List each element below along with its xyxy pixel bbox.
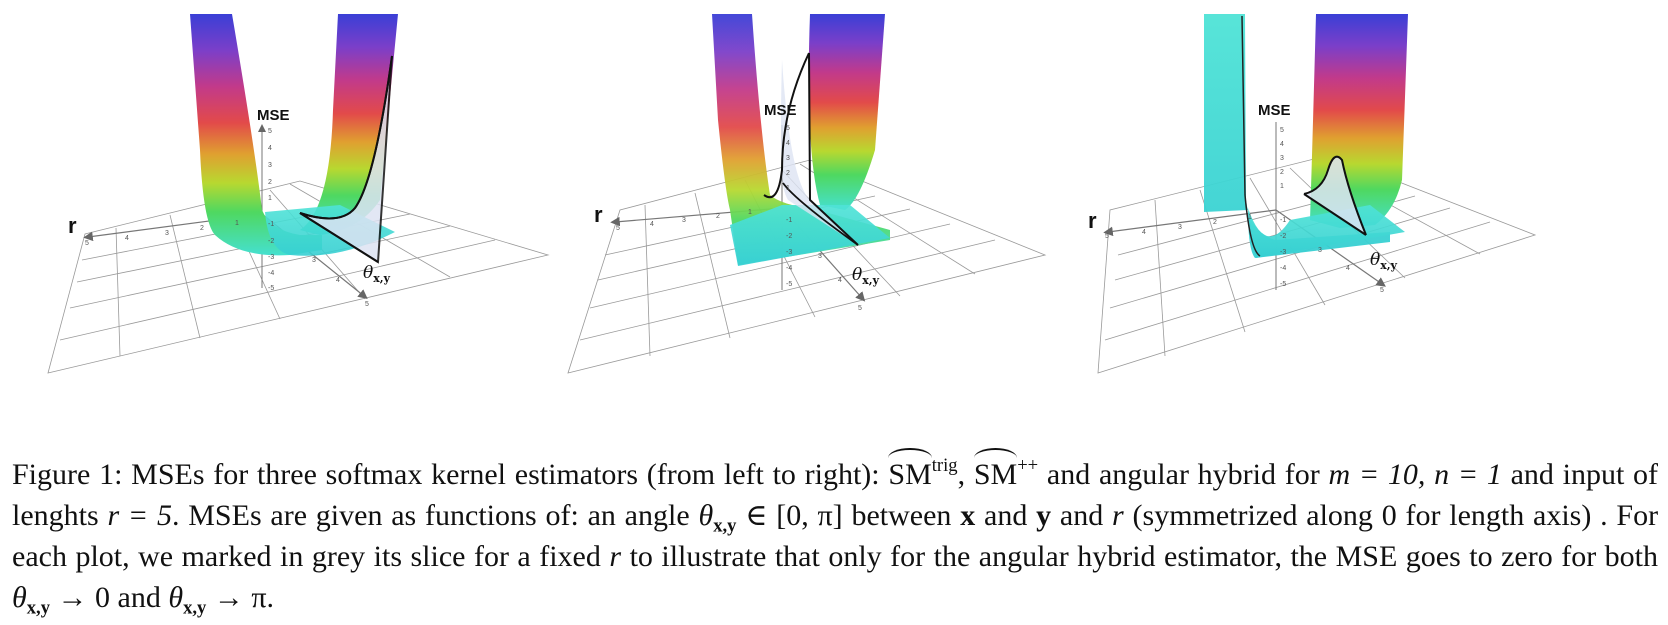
svg-text:3: 3 <box>1178 224 1182 231</box>
svg-text:3: 3 <box>165 230 169 237</box>
svg-text:-2: -2 <box>1280 233 1286 240</box>
svg-text:-1: -1 <box>1280 217 1286 224</box>
mse-axis-label: MSE <box>1258 102 1291 119</box>
svg-text:-4: -4 <box>268 270 274 277</box>
theta-ticks: 3 4 5 <box>1318 247 1384 294</box>
svg-text:1: 1 <box>748 209 752 216</box>
svg-text:4: 4 <box>125 235 129 242</box>
mse-surface-left <box>712 14 890 265</box>
svg-text:-2: -2 <box>268 238 274 245</box>
sm-hat: SM <box>888 448 933 495</box>
plot-angular-hybrid: MSE r θx,y 5 4 3 2 1 -1 -2 -3 -4 -5 5 4 … <box>1050 0 1606 420</box>
svg-text:5: 5 <box>365 301 369 308</box>
svg-text:5: 5 <box>1105 233 1109 240</box>
svg-text:1: 1 <box>268 195 272 202</box>
svg-text:3: 3 <box>682 217 686 224</box>
mse-axis-label: MSE <box>257 107 290 124</box>
svg-text:5: 5 <box>616 225 620 232</box>
svg-text:2: 2 <box>268 179 272 186</box>
svg-text:3: 3 <box>1318 247 1322 254</box>
svg-text:4: 4 <box>268 145 272 152</box>
grid-plane <box>567 159 1047 374</box>
svg-text:5: 5 <box>1380 287 1384 294</box>
svg-text:1: 1 <box>235 220 239 227</box>
svg-text:-4: -4 <box>786 265 792 272</box>
svg-text:4: 4 <box>1280 141 1284 148</box>
svg-text:4: 4 <box>1142 229 1146 236</box>
svg-text:1: 1 <box>786 185 790 192</box>
svg-text:-5: -5 <box>786 281 792 288</box>
plot-sm-plusplus: MSE r θx,y 5 4 3 2 1 -1 -2 -3 -4 -5 5 4 … <box>520 0 1076 420</box>
svg-text:-3: -3 <box>268 254 274 261</box>
grey-slice <box>1303 155 1367 236</box>
r-axis-label: r <box>1088 208 1097 233</box>
svg-text:2: 2 <box>1280 169 1284 176</box>
sm-hat-2: SM <box>973 448 1018 495</box>
svg-text:4: 4 <box>786 140 790 147</box>
svg-text:-4: -4 <box>1280 265 1286 272</box>
theta-ticks: 3 4 5 <box>818 253 862 312</box>
svg-text:2: 2 <box>1213 219 1217 226</box>
svg-text:3: 3 <box>312 257 316 264</box>
plot-sm-trig: MSE r θx,y 5 4 3 2 1 -1 -2 -3 -4 -5 5 4 … <box>0 0 556 420</box>
svg-text:5: 5 <box>1280 127 1284 134</box>
theta-ticks: 3 4 5 <box>312 257 369 308</box>
svg-text:4: 4 <box>650 221 654 228</box>
svg-text:2: 2 <box>786 170 790 177</box>
svg-text:2: 2 <box>716 213 720 220</box>
svg-text:-5: -5 <box>1280 281 1286 288</box>
figure-1: MSE r θx,y 5 4 3 2 1 -1 -2 -3 -4 -5 5 4 … <box>0 0 1606 420</box>
grey-slice <box>763 52 810 199</box>
svg-text:5: 5 <box>858 305 862 312</box>
r-ticks: 5 4 3 2 1 <box>85 220 239 247</box>
svg-text:5: 5 <box>268 128 272 135</box>
svg-text:5: 5 <box>85 240 89 247</box>
theta-axis-label: θx,y <box>363 263 391 285</box>
svg-text:1: 1 <box>1280 183 1284 190</box>
svg-text:4: 4 <box>838 277 842 284</box>
svg-text:-5: -5 <box>268 285 274 292</box>
r-axis-label: r <box>594 202 603 227</box>
r-axis-label: r <box>68 213 77 238</box>
mse-ticks: 5 4 3 2 1 -1 -2 -3 -4 -5 <box>268 128 274 292</box>
svg-text:1: 1 <box>1248 214 1252 221</box>
svg-text:2: 2 <box>200 225 204 232</box>
svg-text:3: 3 <box>818 253 822 260</box>
svg-text:5: 5 <box>786 125 790 132</box>
svg-text:-3: -3 <box>786 249 792 256</box>
mse-ticks: 5 4 3 2 1 -1 -2 -3 -4 -5 <box>1280 127 1286 288</box>
r-ticks: 5 4 3 2 1 <box>1105 214 1252 240</box>
svg-text:3: 3 <box>1280 155 1284 162</box>
r-ticks: 5 4 3 2 1 <box>616 209 752 232</box>
svg-text:4: 4 <box>1346 265 1350 272</box>
svg-text:3: 3 <box>786 155 790 162</box>
theta-axis-label: θx,y <box>1370 250 1398 272</box>
svg-text:3: 3 <box>268 162 272 169</box>
mse-ticks: 5 4 3 2 1 -1 -2 -3 -4 -5 <box>786 125 792 288</box>
svg-text:-1: -1 <box>268 221 274 228</box>
svg-text:-3: -3 <box>1280 249 1286 256</box>
theta-axis-label: θx,y <box>852 265 880 287</box>
mse-axis-label: MSE <box>764 102 797 119</box>
svg-text:-2: -2 <box>786 233 792 240</box>
figure-caption: Figure 1: MSEs for three softmax kernel … <box>12 448 1658 618</box>
svg-text:4: 4 <box>336 277 340 284</box>
svg-text:-1: -1 <box>786 217 792 224</box>
mse-surface-right <box>808 14 885 210</box>
figure-label: Figure 1: <box>12 458 123 491</box>
mse-surface-left <box>190 14 322 256</box>
